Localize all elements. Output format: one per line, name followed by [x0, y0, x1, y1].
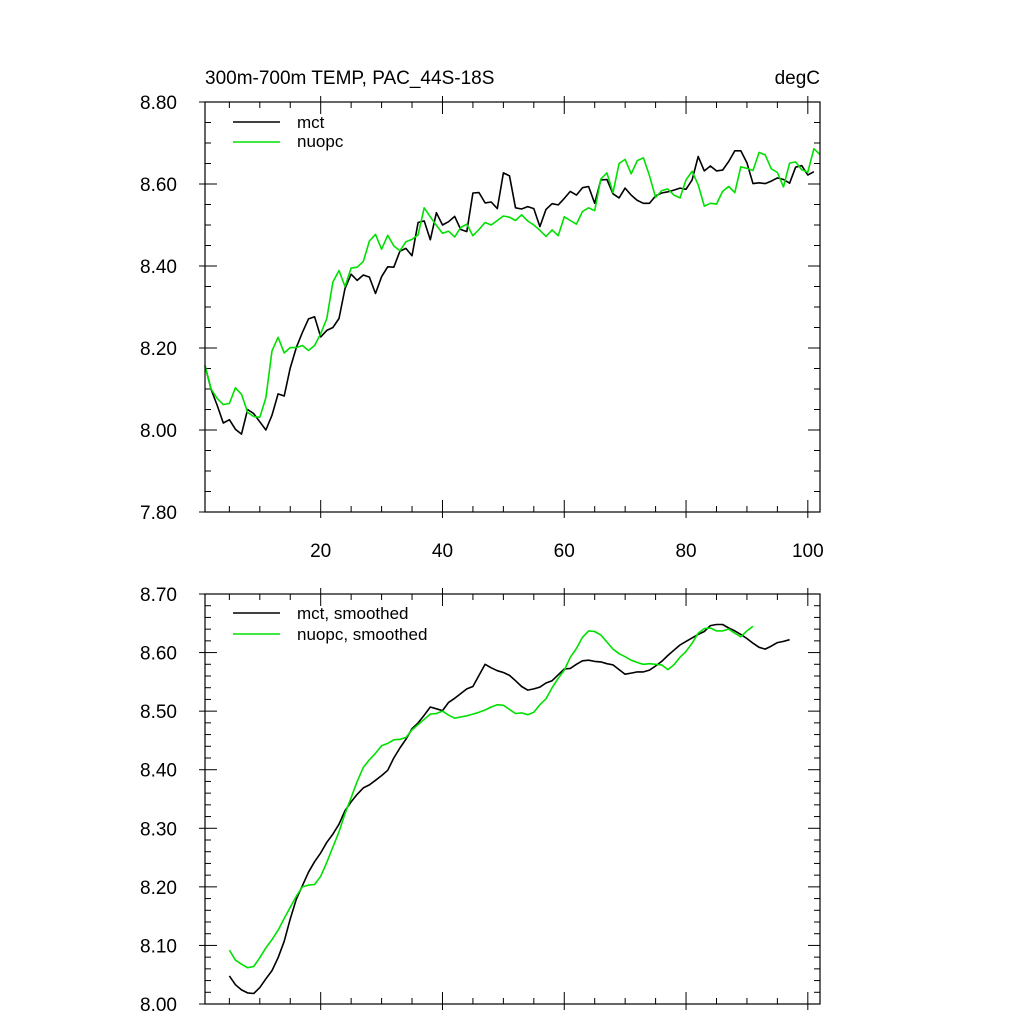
legend-label-nuopc-smoothed: nuopc, smoothed: [297, 625, 427, 644]
x-tick-label: 40: [432, 541, 453, 562]
bottom-plot-frame: [204, 593, 821, 1005]
top-plot-frame: [204, 101, 821, 513]
y-tick-label: 8.00: [140, 421, 177, 442]
y-tick-label: 8.40: [140, 761, 177, 782]
y-tick-label: 8.10: [140, 936, 177, 957]
series-line-mct-smoothed: [228, 623, 790, 995]
top-legend: mct nuopc: [233, 113, 344, 151]
y-tick-label: 8.80: [140, 93, 177, 114]
units-label: degC: [775, 68, 820, 89]
x-tick-label: 60: [554, 541, 575, 562]
x-tick-label: 20: [310, 541, 331, 562]
top-chart-panel: 300m-700m TEMP, PAC_44S-18S degC 7.80 8.0…: [140, 68, 824, 562]
bottom-chart-panel: 8.00 8.10 8.20 8.30 8.40 8.50 8.60 8.70 mct, sm…: [140, 585, 821, 1016]
bottom-legend: mct, smoothed nuopc, smoothed: [233, 604, 427, 644]
series-line-mct: [204, 150, 815, 435]
y-tick-label: 8.50: [140, 702, 177, 723]
y-tick-label: 8.30: [140, 819, 177, 840]
series-line-nuopc-smoothed: [228, 625, 754, 969]
legend-label-mct-smoothed: mct, smoothed: [297, 604, 409, 623]
x-tick-label: 100: [792, 541, 824, 562]
y-tick-label: 7.80: [140, 503, 177, 524]
y-tick-label: 8.00: [140, 995, 177, 1016]
legend-label-nuopc: nuopc: [297, 132, 344, 151]
y-tick-label: 8.20: [140, 339, 177, 360]
legend-label-mct: mct: [297, 113, 325, 132]
y-tick-label: 8.70: [140, 585, 177, 606]
chart-title: 300m-700m TEMP, PAC_44S-18S: [205, 68, 494, 89]
y-tick-label: 8.60: [140, 175, 177, 196]
y-tick-label: 8.40: [140, 257, 177, 278]
y-tick-label: 8.60: [140, 644, 177, 665]
y-tick-label: 8.20: [140, 878, 177, 899]
series-line-nuopc: [204, 147, 821, 419]
x-tick-label: 80: [675, 541, 696, 562]
